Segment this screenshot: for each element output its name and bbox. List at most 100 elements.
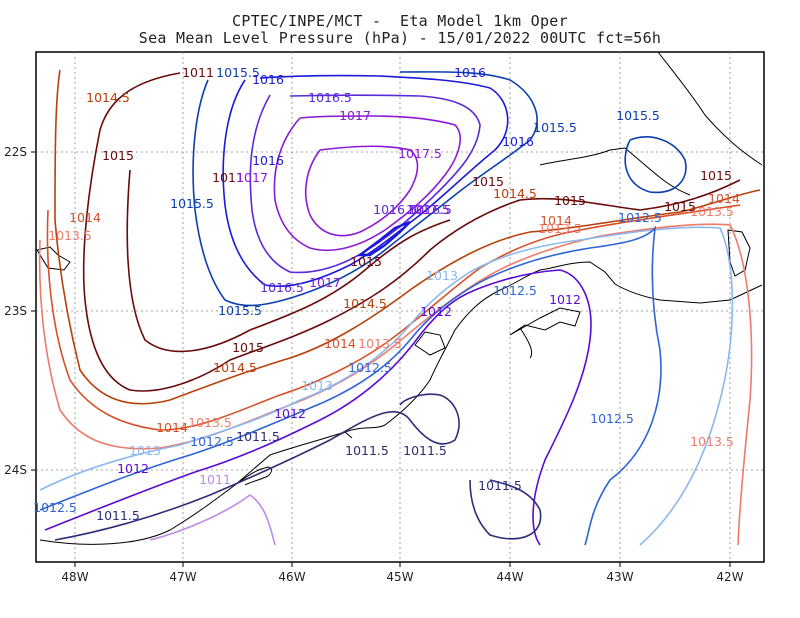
contour-label: 1013 — [301, 378, 333, 393]
isobar-1012-5 — [39, 225, 662, 546]
isobar-1017-5 — [304, 145, 419, 237]
contour-label: 1015 — [102, 148, 134, 163]
contour-label: 1014.5 — [213, 360, 257, 375]
contour-label: 1015 — [472, 174, 504, 189]
isobar-1014-5 — [54, 69, 761, 405]
contour-label: 1013.5 — [358, 336, 402, 351]
isobar-1015-outer — [82, 72, 741, 392]
isobar-1015-inner — [126, 169, 451, 353]
contour-label: 1016 — [252, 153, 284, 168]
coast-w-island — [36, 246, 71, 271]
isobar-1013 — [39, 226, 734, 546]
contour-label: 1012 — [420, 304, 452, 319]
contour-label: 1011.5 — [96, 508, 140, 523]
contour-label: 1017 — [339, 108, 371, 123]
contour-label: 1012 — [549, 292, 581, 307]
contour-label: 1014 — [324, 336, 356, 351]
contour-label: 1015 — [232, 340, 264, 355]
x-tick-43w: 43W — [606, 570, 633, 584]
contour-label: 1013.5 — [188, 415, 232, 430]
isobar-1011-5-a — [54, 393, 460, 541]
coast-ne — [657, 51, 763, 166]
contour-label: 1017 — [236, 170, 268, 185]
contour-label: 1012 — [274, 406, 306, 421]
contour-label: 1015.5 — [216, 65, 260, 80]
contour-label: 1012.5 — [348, 360, 392, 375]
contour-label: 1017.5 — [398, 146, 442, 161]
contour-label: 1012.5 — [190, 434, 234, 449]
x-tick-42w: 42W — [716, 570, 743, 584]
contour-label: 1016.5 — [373, 202, 417, 217]
coast-inlet — [509, 307, 581, 336]
contour-label: 1014.5 — [493, 186, 537, 201]
contour-label: 1016.5 — [408, 202, 452, 217]
contour-label: 1014.5 — [86, 90, 130, 105]
y-tick-23s: 23S — [4, 304, 27, 318]
isobar-1017 — [273, 115, 461, 252]
contour-label: 1015.5 — [170, 196, 214, 211]
contour-label: 1011 — [212, 170, 244, 185]
contour-label: 1014 — [69, 210, 101, 225]
contour-label: 1015 — [664, 199, 696, 214]
isobar-1013-5 — [38, 223, 753, 546]
contour-label: 1013.5 — [538, 221, 582, 236]
coast-mainland — [39, 261, 763, 545]
contour-label: 1012 — [117, 461, 149, 476]
x-tick-44w: 44W — [496, 570, 523, 584]
tick-marks — [31, 151, 731, 567]
contour-label: 1013 — [426, 268, 458, 283]
contour-label: 1015 — [700, 168, 732, 183]
x-tick-48w: 48W — [61, 570, 88, 584]
contour-label: 1013.5 — [48, 228, 92, 243]
coastline — [36, 51, 763, 545]
contour-label: 1011 — [199, 472, 231, 487]
isobar-1011-lav — [149, 494, 276, 546]
isobar-1015-5-east — [624, 136, 687, 194]
contour-label: 1011.5 — [478, 478, 522, 493]
y-tick-24s: 24S — [4, 463, 27, 477]
contour-label: 1012.5 — [618, 210, 662, 225]
contour-label: 1015.5 — [533, 120, 577, 135]
isobar-1016-5 — [249, 94, 481, 274]
contour-label: 1017 — [309, 275, 341, 290]
x-tick-47w: 47W — [169, 570, 196, 584]
contour-label: 1011.5 — [345, 443, 389, 458]
contour-label: 1013.5 — [690, 434, 734, 449]
contour-label: 1014.5 — [343, 296, 387, 311]
coast-lagoon — [519, 327, 533, 359]
contour-label: 1014 — [540, 213, 572, 228]
contour-label: 1017.5 — [406, 202, 450, 217]
map-title-line1: CPTEC/INPE/MCT - Eta Model 1km Oper — [232, 12, 568, 30]
contour-label: 1011.5 — [403, 443, 447, 458]
contour-label: 1016 — [454, 65, 486, 80]
y-tick-22s: 22S — [4, 145, 27, 159]
contour-label: 1014 — [156, 420, 188, 435]
contour-label: 1015.5 — [616, 108, 660, 123]
contour-label: 1015.5 — [218, 303, 262, 318]
map-title-line2: Sea Mean Level Pressure (hPa) - 15/01/20… — [138, 29, 662, 47]
x-tick-45w: 45W — [386, 570, 413, 584]
contour-label: 1016 — [502, 134, 534, 149]
contour-label: 1015 — [350, 254, 382, 269]
isobar-1012 — [44, 269, 592, 546]
isobar-1011-5-b — [469, 479, 542, 540]
contour-label: 1016.5 — [308, 90, 352, 105]
isobar-1016-inner — [356, 220, 411, 257]
isobars — [38, 69, 761, 546]
contour-label: 1015 — [554, 193, 586, 208]
x-tick-46w: 46W — [278, 570, 305, 584]
coast-mid — [539, 147, 691, 196]
contour-label: 1016.5 — [260, 280, 304, 295]
grid-lines — [36, 52, 764, 562]
contour-label: 1013.5 — [690, 204, 734, 219]
coast-bay — [414, 331, 446, 356]
contour-label: 1012.5 — [493, 283, 537, 298]
isobar-1014 — [46, 204, 741, 431]
isobar-1015-5 — [192, 71, 538, 307]
contour-label: 1012.5 — [590, 411, 634, 426]
contour-label: 1012.5 — [33, 500, 77, 515]
isobar-1016 — [222, 74, 509, 288]
contour-label: 1011 — [182, 65, 214, 80]
